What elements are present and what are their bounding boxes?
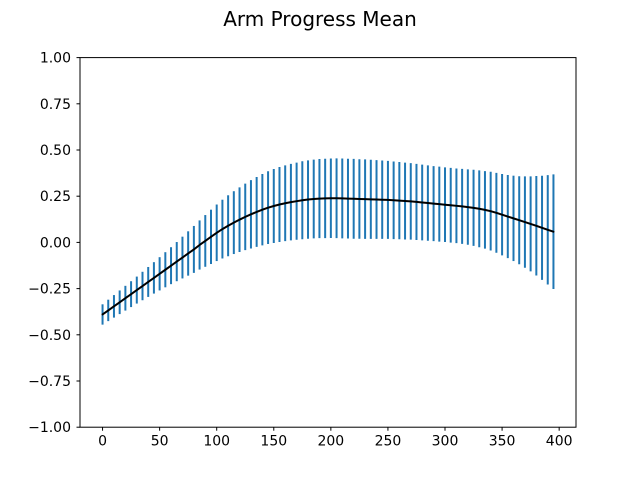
x-tick-label: 100 bbox=[203, 434, 230, 450]
x-tick-label: 250 bbox=[375, 434, 402, 450]
y-tick-label: 0.75 bbox=[40, 97, 71, 113]
x-tick-label: 200 bbox=[317, 434, 344, 450]
x-tick-label: 150 bbox=[260, 434, 287, 450]
y-tick-label: −0.50 bbox=[28, 328, 71, 344]
x-tick-label: 50 bbox=[151, 434, 169, 450]
y-tick-label: −0.25 bbox=[28, 282, 71, 298]
y-tick-label: 0.25 bbox=[40, 189, 71, 205]
y-tick-label: −1.00 bbox=[28, 420, 71, 436]
x-tick-label: 0 bbox=[98, 434, 107, 450]
y-tick-label: 0.50 bbox=[40, 143, 71, 159]
x-tick-label: 350 bbox=[489, 434, 516, 450]
x-tick-label: 400 bbox=[546, 434, 573, 450]
y-tick-label: 0.00 bbox=[40, 235, 71, 251]
mean-line bbox=[101, 197, 555, 316]
y-tick-label: −0.75 bbox=[28, 374, 71, 390]
x-tick-label: 300 bbox=[432, 434, 459, 450]
y-tick-label: 1.00 bbox=[40, 51, 71, 67]
chart-title: Arm Progress Mean bbox=[223, 7, 417, 31]
